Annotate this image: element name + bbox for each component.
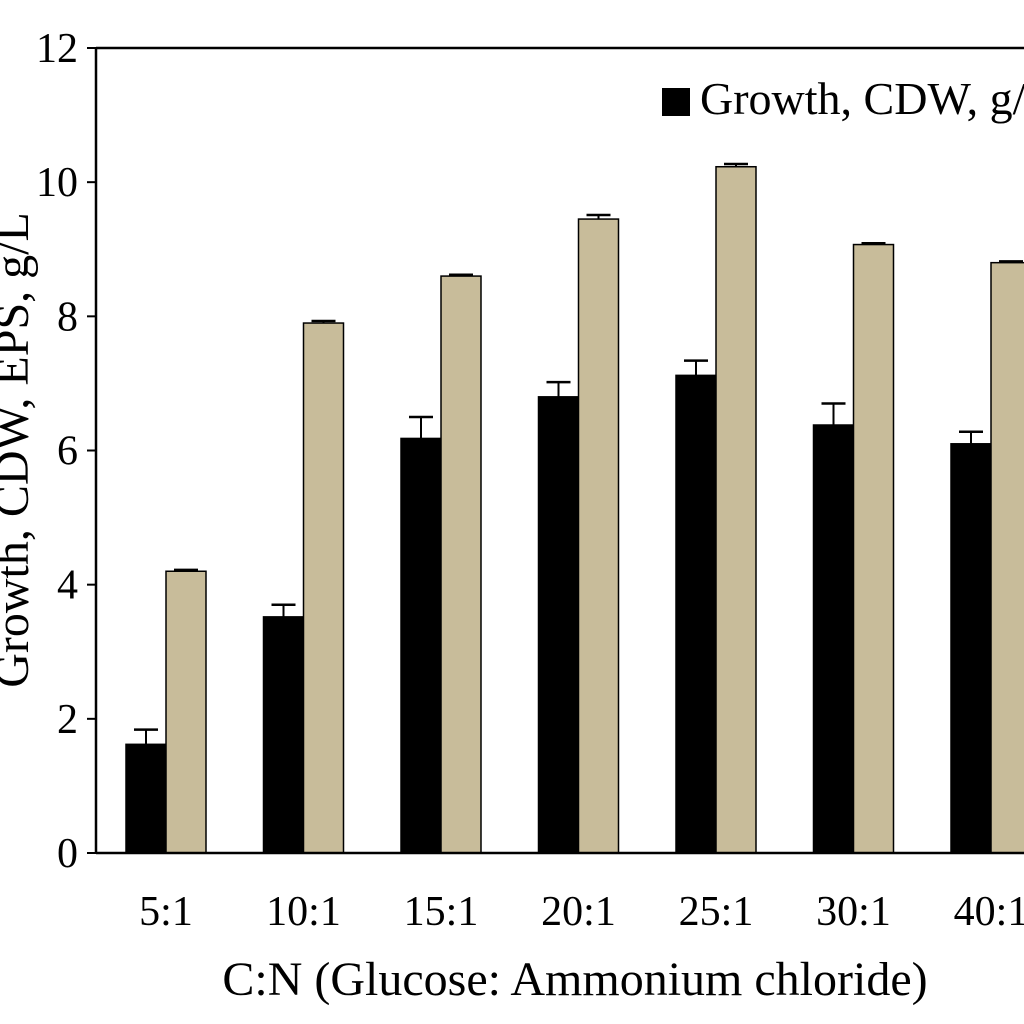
marks-layer	[125, 162, 1024, 854]
bar-series2-3	[440, 275, 482, 854]
bar-growth-1	[125, 743, 167, 854]
bar-series2-1	[165, 570, 207, 854]
y-tick-label-2: 2	[57, 697, 78, 743]
y-tick-label-6: 6	[57, 429, 78, 475]
y-axis-title: Growth, CDW, EPS, g/L	[0, 212, 39, 688]
y-tick-label-12: 12	[36, 26, 78, 72]
bar-growth-5	[675, 374, 717, 854]
bar-growth-4	[537, 396, 580, 854]
x-tick-label-2: 10:1	[266, 889, 341, 935]
bar-series2-4	[577, 218, 620, 854]
x-tick-label-5: 25:1	[679, 889, 754, 935]
bar-series2-2	[302, 322, 345, 854]
bar-growth-2	[262, 616, 305, 854]
x-tick-label-7: 40:1	[954, 889, 1024, 935]
y-tick-label-10: 10	[36, 160, 78, 206]
x-axis-title: C:N (Glucose: Ammonium chloride)	[222, 953, 927, 1006]
bar-series2-6	[852, 243, 895, 854]
x-tick-label-6: 30:1	[816, 889, 891, 935]
y-tick-label-4: 4	[57, 563, 78, 609]
x-tick-label-3: 15:1	[404, 889, 479, 935]
y-tick-label-0: 0	[57, 831, 78, 877]
x-tick-label-4: 20:1	[541, 889, 616, 935]
legend-label-growth: Growth, CDW, g/L	[700, 73, 1024, 124]
bar-growth-6	[812, 424, 855, 854]
bar-series2-5	[715, 165, 757, 854]
bar-growth-7	[950, 443, 992, 854]
legend-swatch-growth	[662, 88, 690, 116]
bar-growth-3	[400, 437, 442, 854]
y-tick-label-8: 8	[57, 294, 78, 340]
bar-series2-7	[990, 261, 1024, 854]
axes-layer: 0 2 4 6 8 10 12 5:1 10:1 15:1 20:1 25:1 30:1 40:1	[36, 26, 1024, 935]
x-tick-label-1: 5:1	[139, 889, 193, 935]
legend: Growth, CDW, g/L	[662, 73, 1024, 124]
